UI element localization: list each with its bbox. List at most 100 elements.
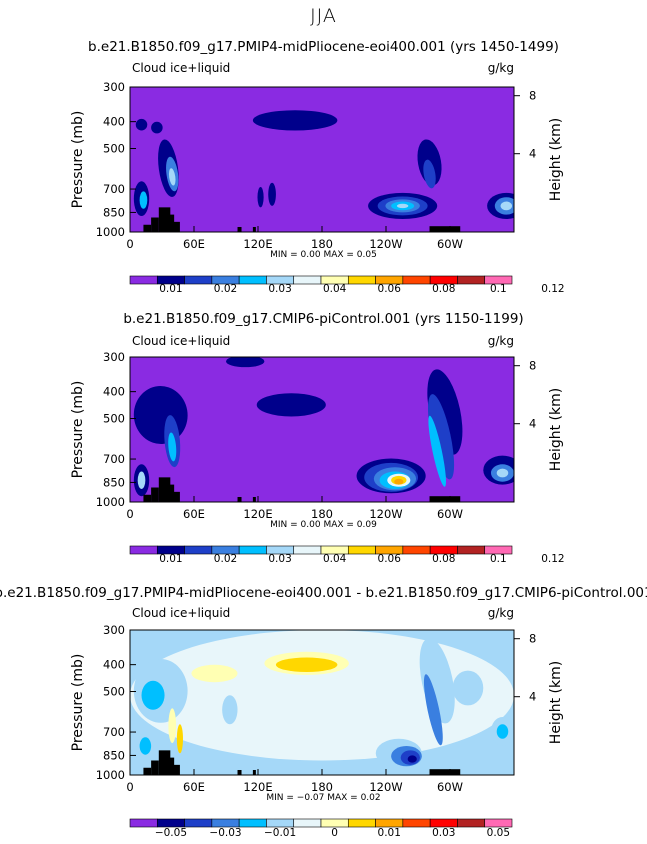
contour-region [135, 118, 148, 131]
colorbar-swatch [457, 275, 486, 285]
contour-region [191, 664, 238, 683]
colorbar-label: 0.03 [432, 827, 455, 839]
units-label: g/kg [488, 61, 514, 75]
stats-label: MIN = 0.00 MAX = 0.05 [270, 250, 377, 260]
colorbar-label: 0.02 [214, 283, 237, 295]
contour-region [396, 203, 409, 209]
x-tick-label: 180 [311, 507, 333, 521]
x-tick-label: 180 [311, 780, 333, 794]
variable-label: Cloud ice+liquid [132, 61, 230, 75]
land-mask [237, 770, 242, 775]
y-tick-label: 1000 [96, 495, 125, 509]
units-label: g/kg [488, 334, 514, 348]
land-mask [429, 496, 461, 502]
colorbar-label: 0.03 [268, 553, 291, 565]
x-tick-label: 60E [183, 780, 205, 794]
land-mask [158, 750, 171, 775]
colorbar-label: 0.12 [541, 283, 564, 295]
x-tick-label: 120W [369, 237, 402, 251]
land-mask [143, 494, 152, 502]
contour-region [176, 724, 183, 754]
contour-region [168, 168, 176, 186]
x-tick-label: 60W [437, 780, 463, 794]
y-tick-label: 700 [103, 452, 125, 466]
x-tick-label: 120E [243, 780, 272, 794]
colorbar-label: 0.1 [490, 283, 507, 295]
colorbar: 0.01 0.02 0.03 0.04 0.06 0.08 0.1 0.12 [129, 545, 565, 565]
y-tick-label: 400 [103, 115, 125, 129]
x-tick-label: 0 [126, 780, 133, 794]
y-tick-label: 300 [103, 350, 125, 364]
x-tick-label: 60E [183, 507, 205, 521]
contour-region [423, 674, 443, 746]
y-right-tick-label: 8 [529, 632, 536, 646]
y-tick-label: 500 [103, 685, 125, 699]
y-axis-label: Pressure (mb) [70, 654, 86, 752]
y-tick-label: 1000 [96, 225, 125, 239]
colorbar-swatch [129, 818, 158, 828]
land-mask [172, 221, 180, 232]
colorbar-swatch [293, 275, 322, 285]
colorbar-label: 0.04 [323, 283, 347, 295]
x-tick-label: 60W [437, 237, 463, 251]
contour-region [428, 415, 446, 487]
colorbar-label: 0.12 [541, 553, 564, 565]
colorbar-swatch [266, 818, 295, 828]
land-mask [252, 227, 256, 232]
x-tick-label: 60W [437, 507, 463, 521]
x-tick-label: 120W [369, 507, 402, 521]
land-mask [172, 764, 180, 775]
x-tick-label: 180 [311, 237, 333, 251]
x-tick-label: 60E [183, 237, 205, 251]
contour-region [423, 159, 436, 189]
colorbar-label: 0.08 [432, 553, 455, 565]
chart-panel-1: b.e21.B1850.f09_g17.PMIP4-midPliocene-eo… [70, 39, 565, 295]
contour-region [500, 201, 513, 211]
colorbar-swatch [402, 545, 431, 555]
land-mask [252, 497, 256, 502]
y-tick-label: 400 [103, 658, 125, 672]
y-tick-label: 850 [103, 748, 125, 762]
colorbar-swatch [484, 275, 513, 285]
y-tick-label: 300 [103, 80, 125, 94]
colorbar-swatch [293, 818, 322, 828]
x-tick-label: 0 [126, 507, 133, 521]
contour-region [394, 478, 404, 485]
land-mask [166, 214, 175, 232]
land-mask [172, 491, 180, 502]
colorbar-swatch [347, 545, 376, 555]
y-tick-label: 700 [103, 182, 125, 196]
y-axis-label: Pressure (mb) [70, 381, 86, 479]
contour-region [151, 121, 163, 134]
contour-region [168, 708, 177, 744]
land-mask [429, 226, 461, 232]
colorbar-label: 0.02 [214, 553, 237, 565]
contour-region [168, 432, 177, 462]
colorbar-swatch [484, 818, 513, 828]
colorbar-swatch [238, 275, 267, 285]
land-mask [237, 497, 242, 502]
y-tick-label: 1000 [96, 768, 125, 782]
colorbar-swatch [184, 545, 213, 555]
x-tick-label: 0 [126, 237, 133, 251]
contour-region [139, 191, 148, 209]
variable-label: Cloud ice+liquid [132, 606, 230, 620]
y-tick-label: 300 [103, 623, 125, 637]
colorbar-swatch [484, 545, 513, 555]
land-mask [143, 224, 152, 232]
contour-region [428, 394, 455, 480]
contour-region [268, 182, 276, 206]
chart-title: b.e21.B1850.f09_g17.PMIP4-midPliocene-eo… [88, 39, 559, 55]
land-mask [143, 767, 152, 775]
colorbar-swatch [156, 818, 185, 828]
y-tick-label: 500 [103, 142, 125, 156]
colorbar-label: 0.01 [378, 827, 401, 839]
contour-region [407, 755, 417, 763]
colorbar-swatch [293, 545, 322, 555]
contour-region [130, 630, 514, 761]
contour-field [130, 87, 514, 232]
colorbar-label: 0.03 [268, 283, 291, 295]
colorbar-label: 0.1 [490, 553, 507, 565]
colorbar-label: 0.06 [378, 283, 402, 295]
